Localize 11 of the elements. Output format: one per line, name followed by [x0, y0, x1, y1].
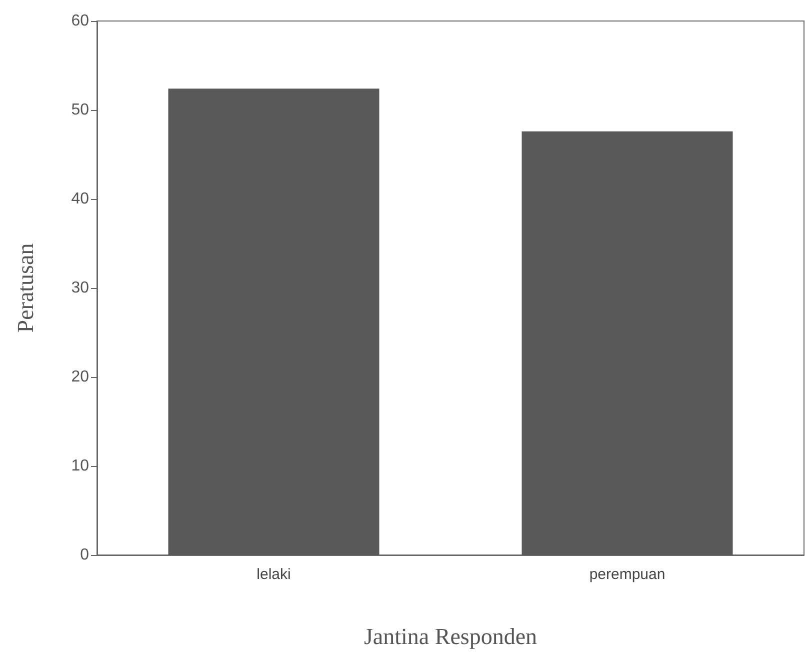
y-tick-label: 10: [71, 458, 90, 474]
y-tick-label: 50: [71, 102, 90, 118]
y-tick-label: 60: [71, 12, 90, 30]
x-tick-label: lelaki: [256, 566, 291, 583]
y-tick-label: 30: [71, 280, 90, 296]
y-tick-label: 20: [71, 368, 90, 386]
x-axis-title: Jantina Responden: [364, 624, 538, 649]
x-tick-label: perempuan: [589, 566, 666, 583]
y-tick-label: 40: [71, 190, 90, 208]
y-axis-title: Peratusan: [13, 242, 38, 333]
y-tick-label: 0: [80, 546, 90, 564]
